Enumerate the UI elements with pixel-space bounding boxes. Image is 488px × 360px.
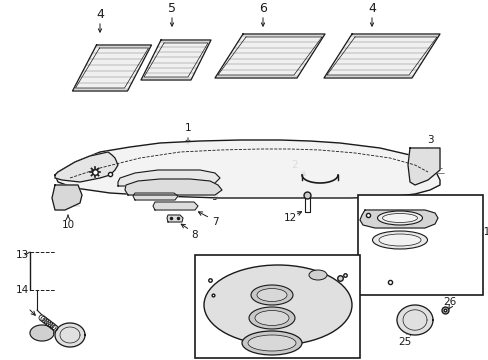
Ellipse shape xyxy=(257,288,286,302)
Polygon shape xyxy=(167,215,183,222)
Text: 16: 16 xyxy=(345,267,358,277)
Text: 20: 20 xyxy=(338,337,351,347)
Ellipse shape xyxy=(382,213,417,222)
Text: 23: 23 xyxy=(461,217,474,227)
Text: 9: 9 xyxy=(211,192,218,202)
Polygon shape xyxy=(359,210,437,228)
Ellipse shape xyxy=(254,310,288,325)
Text: 1: 1 xyxy=(184,123,191,133)
Text: 4: 4 xyxy=(367,1,375,14)
Polygon shape xyxy=(55,152,118,182)
Polygon shape xyxy=(141,40,210,80)
Polygon shape xyxy=(396,305,432,335)
Ellipse shape xyxy=(378,234,420,246)
Text: 18: 18 xyxy=(341,313,354,323)
Text: 12: 12 xyxy=(283,213,296,223)
Ellipse shape xyxy=(308,270,326,280)
Polygon shape xyxy=(133,193,178,200)
Polygon shape xyxy=(215,34,325,78)
Ellipse shape xyxy=(377,211,422,225)
Text: 8: 8 xyxy=(191,230,198,240)
Ellipse shape xyxy=(248,307,294,329)
Text: 26: 26 xyxy=(443,297,456,307)
Text: 2: 2 xyxy=(291,160,298,170)
Text: 19: 19 xyxy=(341,290,354,300)
Polygon shape xyxy=(153,202,198,210)
Text: 10: 10 xyxy=(61,220,74,230)
Text: 5: 5 xyxy=(168,1,176,14)
Text: 7: 7 xyxy=(211,217,218,227)
Polygon shape xyxy=(55,140,439,198)
Polygon shape xyxy=(55,323,85,347)
Ellipse shape xyxy=(250,285,292,305)
Text: 4: 4 xyxy=(96,8,104,21)
Text: 22: 22 xyxy=(461,237,474,247)
Polygon shape xyxy=(324,34,439,78)
Text: 15: 15 xyxy=(365,253,378,263)
Text: 14: 14 xyxy=(15,285,29,295)
Ellipse shape xyxy=(242,331,302,355)
Bar xyxy=(357,195,482,295)
Text: 21: 21 xyxy=(476,227,488,237)
Text: 25: 25 xyxy=(398,337,411,347)
Text: 24: 24 xyxy=(375,265,388,275)
Polygon shape xyxy=(125,179,222,195)
Text: 11: 11 xyxy=(101,157,114,167)
Bar xyxy=(195,255,359,358)
Text: 13: 13 xyxy=(15,250,29,260)
Ellipse shape xyxy=(247,335,295,351)
Polygon shape xyxy=(118,170,220,186)
Polygon shape xyxy=(52,185,82,210)
Text: 17: 17 xyxy=(347,277,361,287)
Text: 3: 3 xyxy=(426,135,432,145)
Ellipse shape xyxy=(372,231,427,249)
Polygon shape xyxy=(407,148,439,185)
Text: 6: 6 xyxy=(259,1,266,14)
Polygon shape xyxy=(30,325,54,341)
Ellipse shape xyxy=(203,265,351,345)
Polygon shape xyxy=(72,45,151,91)
